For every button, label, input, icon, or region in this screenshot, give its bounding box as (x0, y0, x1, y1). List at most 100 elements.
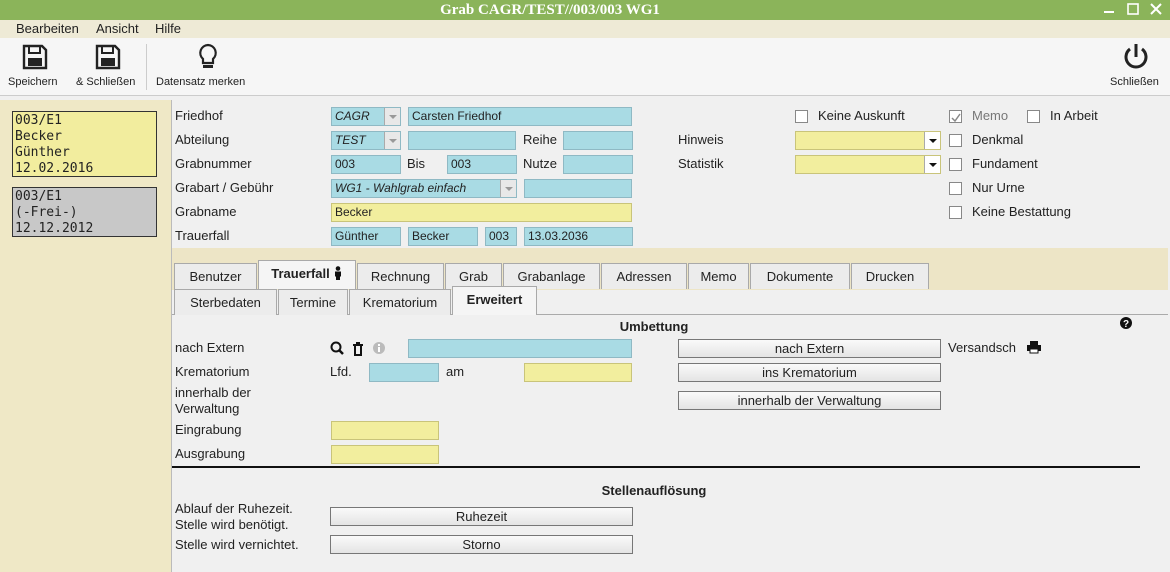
checkbox[interactable] (949, 158, 962, 171)
trauerfall-first-name-text: Günther (335, 229, 379, 243)
dropdown-arrow[interactable] (384, 108, 400, 125)
friedhof-code-text: CAGR (335, 109, 370, 123)
help-icon[interactable]: ? (1119, 316, 1133, 330)
button[interactable]: innerhalb der Verwaltung (678, 391, 941, 410)
field-label: Lfd. (330, 364, 352, 379)
field-label: Grabname (175, 204, 237, 219)
dropdown-arrow[interactable] (924, 132, 940, 149)
tab[interactable]: Termine (278, 289, 348, 315)
checkbox-label: Nur Urne (972, 180, 1025, 195)
tab[interactable]: Erweitert (452, 286, 537, 315)
menu-item[interactable]: Bearbeiten (16, 21, 79, 36)
checkbox[interactable] (949, 110, 962, 123)
button[interactable]: nach Extern (678, 339, 941, 358)
statistik[interactable] (795, 155, 941, 174)
grabnummer-from[interactable]: 003 (331, 155, 401, 174)
record-card[interactable]: 003/E1 Becker Günther 12.02.2016 (12, 111, 157, 177)
reihe[interactable] (563, 131, 633, 150)
tab[interactable]: Rechnung (357, 263, 444, 289)
checkbox-label: Keine Bestattung (972, 204, 1072, 219)
trauerfall-number[interactable]: 003 (485, 227, 517, 246)
tab-label: Trauerfall (271, 266, 330, 281)
field-label: Ablauf der Ruhezeit. Stelle wird benötig… (175, 501, 293, 532)
tab[interactable]: Grabanlage (503, 263, 600, 289)
grabart[interactable]: WG1 - Wahlgrab einfach (331, 179, 517, 198)
record-card[interactable]: 003/E1 (-Frei-) 12.12.2012 (12, 187, 157, 237)
tab[interactable]: Benutzer (174, 263, 257, 289)
tab[interactable]: Sterbedaten (174, 289, 277, 315)
tab-label: Sterbedaten (190, 295, 261, 310)
window-title: Grab CAGR/TEST//003/003 WG1 (440, 2, 660, 18)
grabnummer-to[interactable]: 003 (447, 155, 517, 174)
field-label: Ausgrabung (175, 446, 246, 461)
gebuehr[interactable] (524, 179, 632, 198)
record-line: 12.12.2012 (15, 221, 94, 236)
tab-content (172, 314, 1168, 572)
menu-item[interactable]: Ansicht (96, 21, 139, 36)
ausgrabung[interactable] (331, 445, 439, 464)
toolbar-button[interactable]: Schließen (1110, 76, 1159, 88)
friedhof-code[interactable]: CAGR (331, 107, 401, 126)
tab-label: Krematorium (362, 295, 438, 310)
trauerfall-date[interactable]: 13.03.2036 (524, 227, 633, 246)
checkbox-label: Fundament (972, 156, 1038, 171)
save-icon (22, 44, 48, 70)
checkbox[interactable] (949, 206, 962, 219)
eingrabung[interactable] (331, 421, 439, 440)
toolbar-button[interactable]: Datensatz merken (156, 76, 246, 88)
extern-icons[interactable] (330, 341, 390, 357)
arrow (505, 187, 513, 191)
abteilung-name[interactable] (408, 131, 516, 150)
friedhof-name[interactable]: Carsten Friedhof (408, 107, 632, 126)
toolbar-button[interactable]: Speichern (8, 76, 58, 88)
dropdown-arrow[interactable] (924, 156, 940, 173)
record-line: 12.02.2016 (15, 161, 94, 176)
field-label: Abteilung (175, 132, 230, 147)
field-label: Grabart / Gebühr (175, 180, 274, 195)
tab[interactable]: Dokumente (750, 263, 850, 289)
grabname[interactable]: Becker (331, 203, 632, 222)
field-label: Eingrabung (175, 422, 242, 437)
window-controls[interactable] (1100, 3, 1166, 17)
trauerfall-first-name[interactable]: Günther (331, 227, 401, 246)
abteilung-code-text: TEST (335, 133, 366, 147)
menu-item[interactable]: Hilfe (155, 21, 182, 36)
print-icon[interactable] (1026, 340, 1042, 354)
tab[interactable]: Drucken (851, 263, 929, 289)
checkbox-label: In Arbeit (1050, 108, 1098, 123)
tab[interactable]: Grab (445, 263, 502, 289)
nutze[interactable] (563, 155, 633, 174)
tab[interactable]: Adressen (601, 263, 687, 289)
tab-label: Grab (459, 269, 488, 284)
button[interactable]: ins Krematorium (678, 363, 941, 382)
arrow (929, 163, 937, 167)
nach-extern[interactable] (408, 339, 632, 358)
tab[interactable]: Trauerfall (258, 260, 356, 289)
record-line: 003/E1 (15, 189, 62, 204)
abteilung-code[interactable]: TEST (331, 131, 401, 150)
button[interactable]: Storno (330, 535, 633, 554)
tab-label: Grabanlage (517, 269, 586, 284)
tab[interactable]: Krematorium (349, 289, 451, 315)
section-title: Stellenauflösung (601, 483, 707, 498)
krematorium-am[interactable] (524, 363, 632, 382)
tab[interactable]: Memo (688, 263, 749, 289)
dropdown-arrow[interactable] (500, 180, 516, 197)
section-title: Umbettung (619, 319, 689, 334)
toolbar-button[interactable]: & Schließen (76, 76, 136, 88)
trauerfall-last-name[interactable]: Becker (408, 227, 478, 246)
field-label: Stelle wird vernichtet. (175, 537, 299, 552)
hinweis[interactable] (795, 131, 941, 150)
button[interactable]: Ruhezeit (330, 507, 633, 526)
lfd[interactable] (369, 363, 439, 382)
checkbox-label: Denkmal (972, 132, 1024, 147)
grabnummer-from-text: 003 (335, 157, 356, 171)
field-label: innerhalb der Verwaltung (175, 385, 251, 416)
dropdown-arrow[interactable] (384, 132, 400, 149)
checkbox[interactable] (949, 134, 962, 147)
checkbox[interactable] (1027, 110, 1040, 123)
bulb-icon (199, 43, 217, 68)
checkbox[interactable] (795, 110, 808, 123)
checkbox[interactable] (949, 182, 962, 195)
